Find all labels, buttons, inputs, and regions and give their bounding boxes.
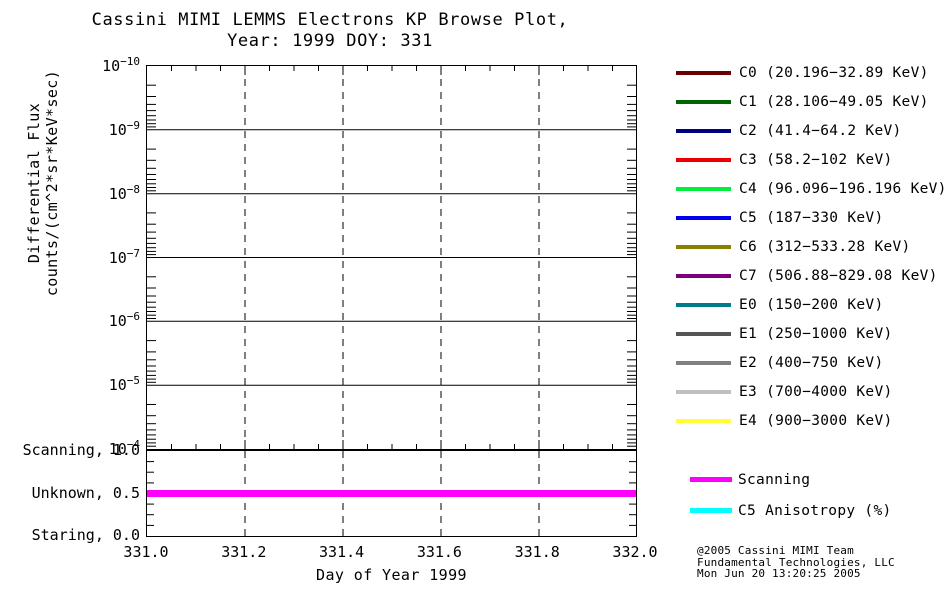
legend-item[interactable]: C5 (187−330 KeV) — [676, 203, 950, 232]
legend-item-label: C3 (58.2−102 KeV) — [739, 151, 893, 168]
legend-color-swatch — [676, 331, 731, 336]
legend-item-label: C5 Anisotropy (%) — [738, 502, 892, 519]
legend-color-swatch — [676, 186, 731, 191]
x-tick-label: 331.2 — [221, 543, 267, 561]
legend-color-swatch — [676, 273, 731, 278]
scan-category-label: Staring, 0.0 — [31, 526, 140, 544]
legend-item[interactable]: E0 (150−200 KeV) — [676, 290, 950, 319]
legend-color-swatch — [676, 128, 731, 133]
legend-color-swatch — [676, 70, 731, 75]
copyright-notice: @2005 Cassini MIMI Team Fundamental Tech… — [697, 544, 895, 580]
x-axis-tick-labels: 331.0 331.2 331.4 331.6 331.8 332.0 — [0, 543, 950, 567]
legend-item-label: E3 (700−4000 KeV) — [739, 383, 893, 400]
legend-item-label: C0 (20.196−32.89 KeV) — [739, 64, 929, 81]
y-tick-label: 10−8 — [108, 182, 140, 203]
scan-panel-labels: Scanning, 1.0 Unknown, 0.5 Staring, 0.0 — [0, 440, 140, 550]
y-tick-label: 10−9 — [108, 118, 140, 139]
y-tick-label: 10−5 — [108, 374, 140, 395]
scan-legend: Scanning C5 Anisotropy (%) — [690, 464, 950, 526]
y-tick-label: 10−10 — [102, 55, 140, 75]
legend-item-label: E4 (900−3000 KeV) — [739, 412, 893, 429]
legend-item-label: C5 (187−330 KeV) — [739, 209, 884, 226]
legend-color-swatch — [676, 302, 731, 307]
legend-color-swatch — [676, 418, 731, 423]
legend-color-swatch — [676, 99, 731, 104]
legend-item[interactable]: E2 (400−750 KeV) — [676, 348, 950, 377]
legend-color-swatch — [690, 508, 732, 513]
plot-ticks — [147, 66, 636, 449]
legend-color-swatch — [690, 477, 732, 482]
legend-item[interactable]: Scanning — [690, 464, 950, 495]
legend-item[interactable]: C2 (41.4−64.2 KeV) — [676, 116, 950, 145]
legend-item[interactable]: C6 (312−533.28 KeV) — [676, 232, 950, 261]
legend-item-label: C7 (506.88−829.08 KeV) — [739, 267, 938, 284]
scan-category-label: Scanning, 1.0 — [22, 441, 140, 459]
scan-mode-panel — [146, 450, 637, 537]
legend-item[interactable]: E1 (250−1000 KeV) — [676, 319, 950, 348]
legend-item-label: C6 (312−533.28 KeV) — [739, 238, 911, 255]
legend-item-label: E2 (400−750 KeV) — [739, 354, 884, 371]
legend-item-label: C2 (41.4−64.2 KeV) — [739, 122, 902, 139]
page-title: Cassini MIMI LEMMS Electrons KP Browse P… — [91, 10, 569, 51]
legend-item-label: Scanning — [738, 471, 811, 488]
legend-item[interactable]: C7 (506.88−829.08 KeV) — [676, 261, 950, 290]
x-tick-label: 332.0 — [612, 543, 658, 561]
main-plot-area — [146, 65, 637, 450]
legend-item-label: E1 (250−1000 KeV) — [739, 325, 893, 342]
channel-legend: C0 (20.196−32.89 KeV) C1 (28.106−49.05 Ke… — [676, 58, 950, 435]
legend-color-swatch — [676, 215, 731, 220]
y-tick-label: 10−6 — [108, 310, 140, 331]
legend-item[interactable]: E4 (900−3000 KeV) — [676, 406, 950, 435]
x-axis-title: Day of Year 1999 — [316, 566, 467, 584]
legend-color-swatch — [676, 389, 731, 394]
scan-panel-graphics — [147, 451, 636, 536]
legend-color-swatch — [676, 360, 731, 365]
legend-item[interactable]: C1 (28.106−49.05 KeV) — [676, 87, 950, 116]
x-tick-label: 331.0 — [123, 543, 169, 561]
y-tick-label: 10−7 — [108, 246, 140, 267]
plot-gridlines — [147, 66, 636, 449]
legend-item-label: E0 (150−200 KeV) — [739, 296, 884, 313]
legend-item-label: C1 (28.106−49.05 KeV) — [739, 93, 929, 110]
x-tick-label: 331.6 — [416, 543, 462, 561]
legend-item[interactable]: C4 (96.096−196.196 KeV) — [676, 174, 950, 203]
y-axis-tick-labels: 10−10 10−9 10−8 10−7 10−6 10−5 10−4 — [78, 0, 140, 600]
legend-item-label: C4 (96.096−196.196 KeV) — [739, 180, 947, 197]
legend-color-swatch — [676, 244, 731, 249]
legend-item[interactable]: C3 (58.2−102 KeV) — [676, 145, 950, 174]
x-tick-label: 331.8 — [514, 543, 560, 561]
y-tick-label: 10−4 — [108, 438, 140, 459]
legend-color-swatch — [676, 157, 731, 162]
legend-item[interactable]: C0 (20.196−32.89 KeV) — [676, 58, 950, 87]
legend-item[interactable]: C5 Anisotropy (%) — [690, 495, 950, 526]
legend-item[interactable]: E3 (700−4000 KeV) — [676, 377, 950, 406]
x-tick-label: 331.4 — [319, 543, 365, 561]
scan-category-label: Unknown, 0.5 — [31, 483, 140, 502]
y-axis-title: Differential Flux counts/(cm^2*sr*KeV*se… — [25, 69, 61, 297]
